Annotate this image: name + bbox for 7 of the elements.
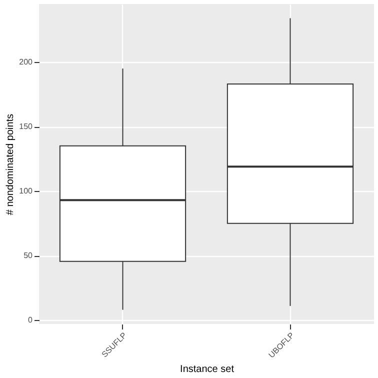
y-tick-label: 0 [28,316,34,325]
y-tick-label: 50 [24,251,34,260]
y-tick-label: 150 [19,122,34,132]
x-axis-title: Instance set [180,364,234,375]
y-tick-label: 100 [19,186,34,196]
y-tick-label: 200 [19,58,34,67]
y-axis-title: # nondominated points [5,114,16,216]
